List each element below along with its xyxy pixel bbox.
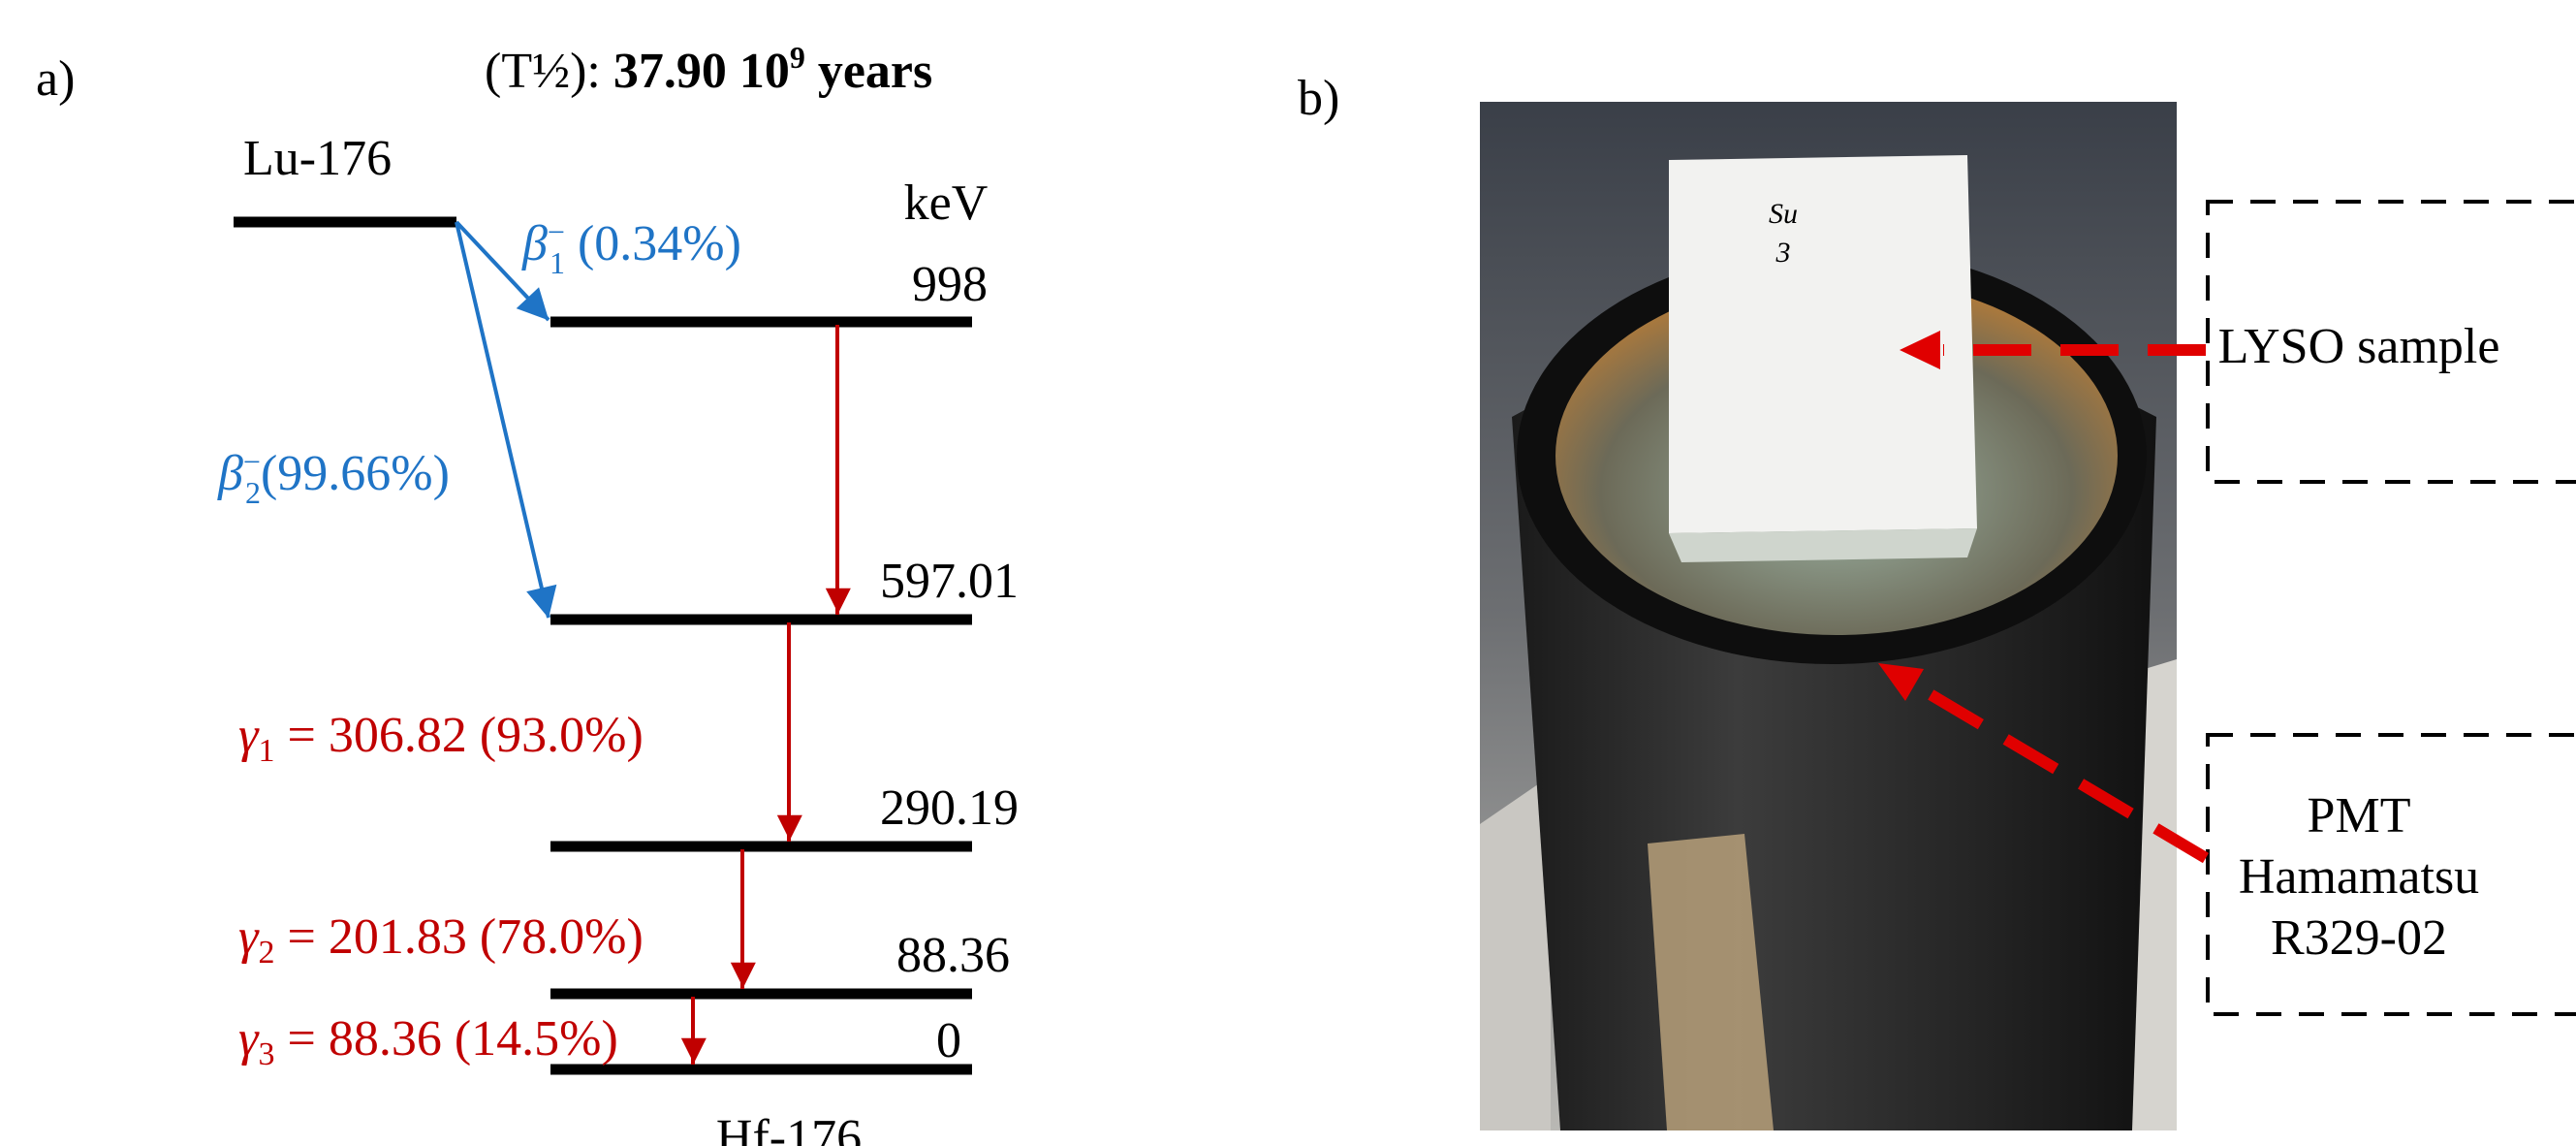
level-energy: 88.36 bbox=[896, 928, 1010, 983]
gamma-symbol: γ bbox=[238, 708, 260, 763]
sample-tag: Su bbox=[1769, 198, 1798, 230]
callout-text: R329-02 bbox=[2271, 910, 2447, 966]
photo: Su 3 bbox=[1480, 102, 2177, 1130]
beta-label: β−1 (0.34%) bbox=[521, 214, 741, 285]
half-life-exponent: 9 bbox=[790, 40, 805, 75]
gamma-label: γ3 = 88.36 (14.5%) bbox=[238, 1011, 618, 1076]
gamma-energy: = 88.36 (14.5%) bbox=[288, 1011, 618, 1066]
beta-subscript: 1 bbox=[550, 245, 565, 280]
half-life-prefix: (T½): bbox=[485, 44, 601, 99]
unit-label: keV bbox=[904, 175, 989, 231]
level-energy: 290.19 bbox=[880, 780, 1019, 836]
gamma-subscript: 3 bbox=[259, 1036, 275, 1072]
daughter-nuclide: Hf-176 bbox=[716, 1110, 862, 1146]
gamma-label: γ2 = 201.83 (78.0%) bbox=[238, 909, 644, 974]
parent-nuclide: Lu-176 bbox=[243, 131, 392, 186]
gamma-energy: = 201.83 (78.0%) bbox=[288, 909, 644, 965]
gamma-symbol: γ bbox=[238, 909, 260, 965]
beta-superscript: − bbox=[548, 214, 565, 249]
gamma-symbol: γ bbox=[238, 1011, 260, 1066]
lyso-cube-shadow bbox=[1669, 528, 1977, 562]
half-life: (T½): 37.90 109 years bbox=[485, 24, 932, 99]
beta-subscript: 2 bbox=[245, 475, 261, 510]
callout-text: PMT bbox=[2308, 788, 2411, 844]
panel-label: b) bbox=[1298, 71, 1339, 126]
gamma-subscript: 1 bbox=[259, 733, 275, 769]
level-energy: 998 bbox=[912, 257, 988, 312]
half-life-value: 37.90 10 bbox=[613, 44, 790, 99]
gamma-energy: = 306.82 (93.0%) bbox=[288, 708, 644, 763]
beta-branch: (99.66%) bbox=[261, 446, 450, 501]
beta-superscript: − bbox=[243, 444, 261, 479]
level-energy: 597.01 bbox=[880, 554, 1019, 609]
beta-arrow bbox=[456, 222, 549, 618]
beta-branch: (0.34%) bbox=[578, 216, 741, 271]
sample-tag: 3 bbox=[1775, 237, 1791, 269]
beta-symbol: β bbox=[521, 216, 548, 271]
level-energy: 0 bbox=[936, 1013, 961, 1068]
callout-text: Hamamatsu bbox=[2239, 849, 2479, 905]
beta-symbol: β bbox=[217, 446, 243, 501]
figure: a) (T½): 37.90 109 years Lu-176 keV 998 … bbox=[0, 0, 2576, 1146]
half-life-unit: years bbox=[818, 44, 932, 99]
gamma-subscript: 2 bbox=[259, 935, 275, 971]
panel-label: a) bbox=[36, 51, 75, 107]
callout-text: LYSO sample bbox=[2218, 319, 2500, 374]
page: a) (T½): 37.90 109 years Lu-176 keV 998 … bbox=[0, 0, 2576, 1146]
gamma-label: γ1 = 306.82 (93.0%) bbox=[238, 708, 644, 773]
beta-label: β−2(99.66%) bbox=[217, 444, 450, 510]
